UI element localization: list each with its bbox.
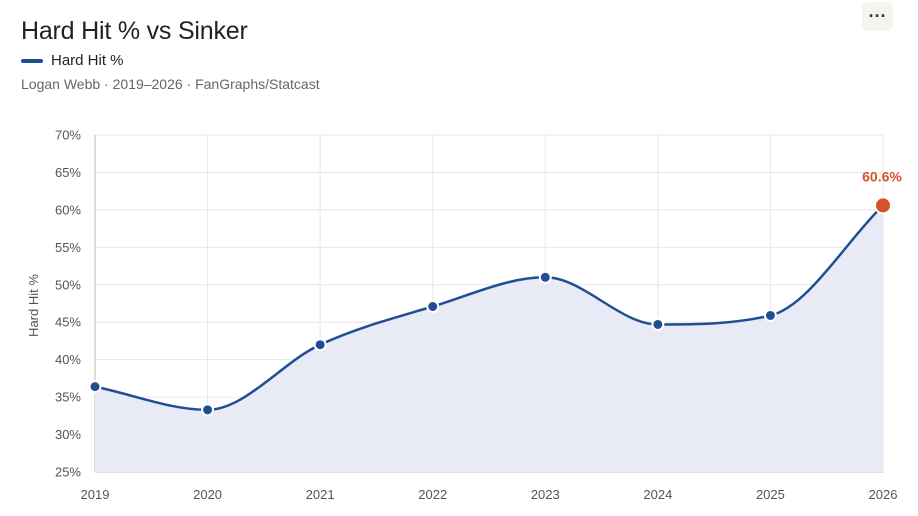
x-tick-label: 2021 bbox=[306, 487, 335, 502]
chart-subtitle: Logan Webb · 2019–2026 · FanGraphs/Statc… bbox=[21, 76, 320, 92]
y-tick-label: 25% bbox=[55, 465, 81, 480]
area-fill bbox=[95, 205, 883, 472]
legend-label: Hard Hit % bbox=[51, 52, 124, 69]
highlight-point[interactable] bbox=[874, 196, 892, 215]
data-points bbox=[88, 196, 892, 417]
y-tick-label: 30% bbox=[55, 427, 81, 442]
data-point[interactable] bbox=[538, 270, 552, 284]
legend-swatch bbox=[21, 58, 43, 63]
y-axis-title: Hard Hit % bbox=[26, 274, 41, 337]
data-point[interactable] bbox=[426, 299, 440, 313]
x-tick-label: 2025 bbox=[756, 487, 785, 502]
x-tick-label: 2026 bbox=[869, 487, 898, 502]
data-point[interactable] bbox=[313, 338, 327, 352]
y-tick-label: 50% bbox=[55, 277, 81, 292]
legend: Hard Hit % bbox=[21, 52, 124, 69]
x-tick-label: 2024 bbox=[643, 487, 672, 502]
chart-title: Hard Hit % vs Sinker bbox=[21, 17, 248, 45]
x-tick-label: 2023 bbox=[531, 487, 560, 502]
y-tick-label: 65% bbox=[55, 165, 81, 180]
area-path bbox=[95, 205, 883, 472]
y-axis-ticks: 25% 30% 35% 40% 45% 50% 55% 60% 65% 70% bbox=[55, 128, 81, 480]
x-tick-label: 2020 bbox=[193, 487, 222, 502]
y-tick-label: 70% bbox=[55, 128, 81, 143]
x-tick-label: 2022 bbox=[418, 487, 447, 502]
data-point[interactable] bbox=[201, 403, 215, 417]
more-options-button[interactable]: ··· bbox=[862, 2, 893, 31]
y-tick-label: 35% bbox=[55, 390, 81, 405]
last-value-label: 60.6% bbox=[862, 168, 902, 184]
x-tick-label: 2019 bbox=[81, 487, 110, 502]
y-tick-label: 45% bbox=[55, 315, 81, 330]
y-tick-label: 55% bbox=[55, 240, 81, 255]
x-axis-ticks: 2019 2020 2021 2022 2023 2024 2025 2026 bbox=[81, 487, 898, 502]
y-tick-label: 40% bbox=[55, 352, 81, 367]
y-tick-label: 60% bbox=[55, 202, 81, 217]
data-point[interactable] bbox=[88, 380, 102, 394]
data-point[interactable] bbox=[763, 308, 777, 322]
data-point[interactable] bbox=[651, 317, 665, 331]
